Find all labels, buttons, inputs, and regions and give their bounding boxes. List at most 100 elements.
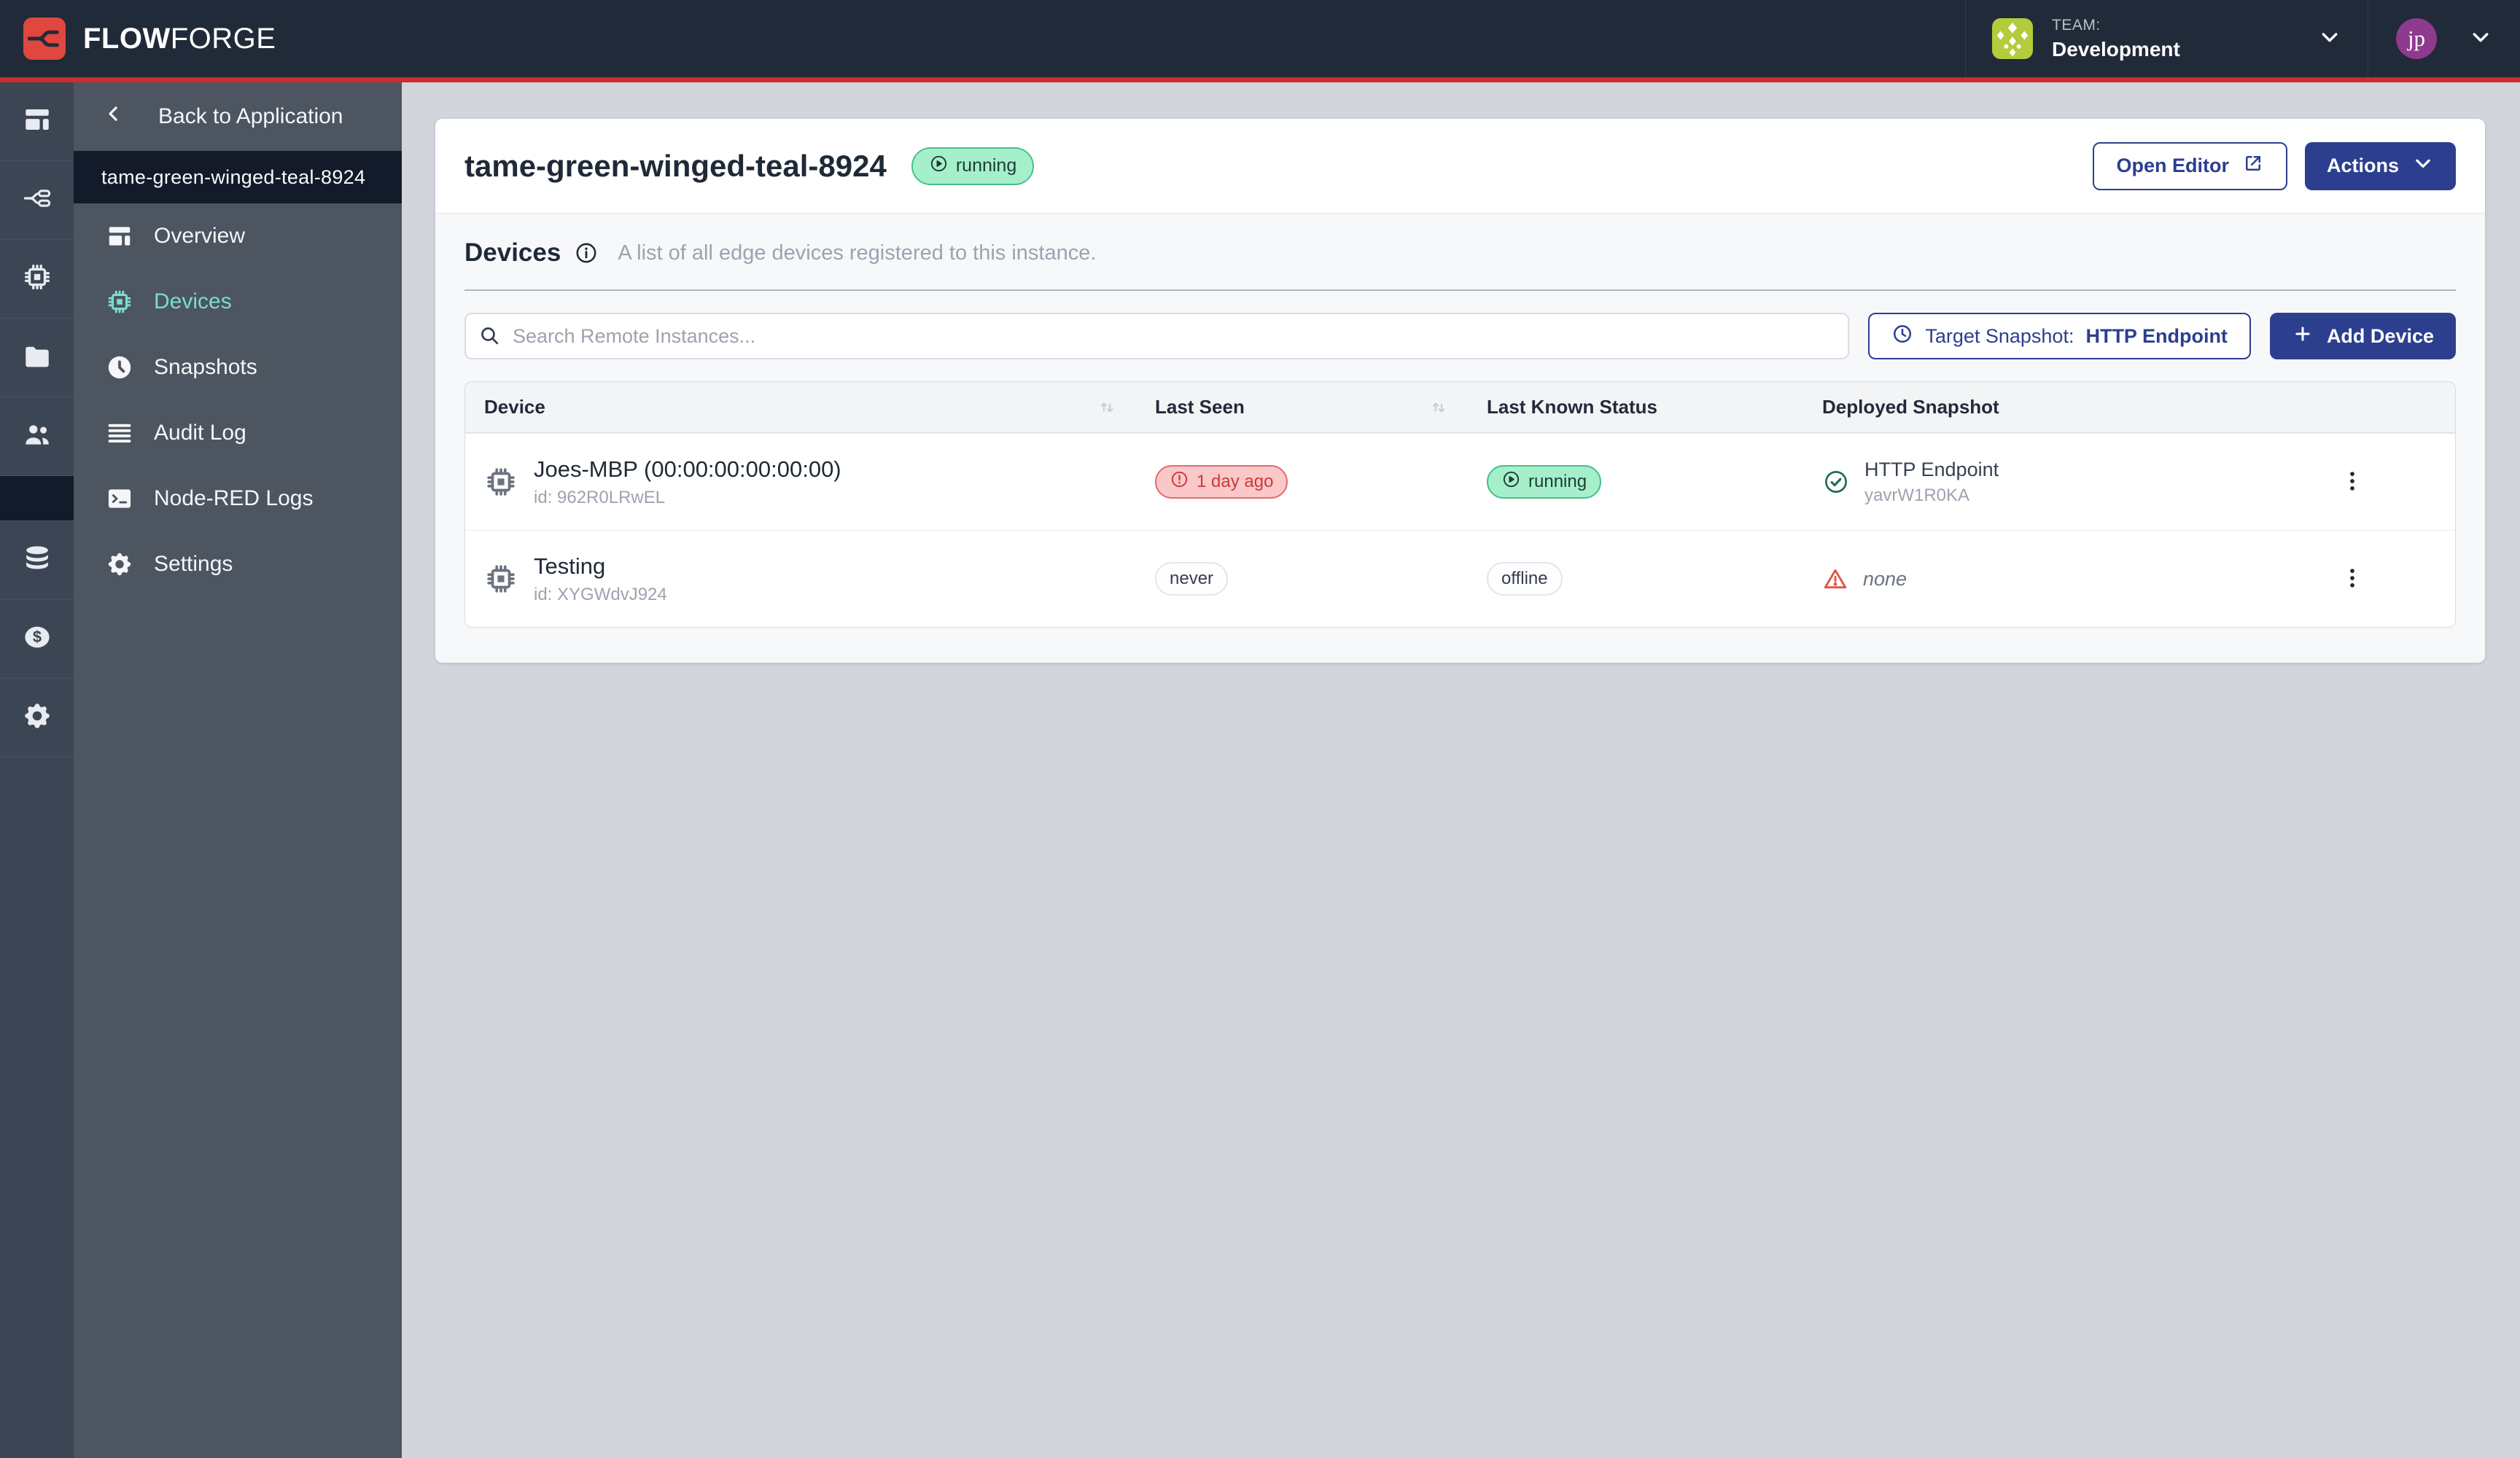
table-row[interactable]: Testing id: XYGWdvJ924 never (465, 530, 2455, 627)
users-icon (22, 419, 52, 453)
row-menu-button[interactable] (2335, 464, 2370, 501)
team-avatar (1992, 18, 2033, 59)
user-menu[interactable]: jp (2368, 0, 2520, 77)
table-header: Device Last Seen (465, 382, 2455, 433)
play-circle-icon (929, 154, 949, 179)
snapshot-meta: HTTP Endpoint yavrW1R0KA (1864, 459, 1999, 506)
chevron-down-icon (2318, 26, 2341, 52)
svg-text:$: $ (32, 628, 41, 646)
page-title: tame-green-winged-teal-8924 (464, 148, 887, 183)
main-nav-library[interactable] (0, 319, 74, 397)
search-icon (478, 324, 502, 348)
row-menu-button[interactable] (2335, 561, 2370, 598)
sidebar-active-indicator (0, 476, 74, 521)
info-icon[interactable] (574, 241, 599, 265)
folder-icon (22, 340, 52, 375)
sidebar-item-node-red-logs[interactable]: Node-RED Logs (74, 466, 402, 531)
sidebar-item-devices[interactable]: Devices (74, 269, 402, 335)
last-seen-badge: never (1155, 562, 1229, 596)
chevron-down-icon (2469, 26, 2492, 52)
chip-icon (106, 288, 133, 316)
team-label: TEAM: (2052, 16, 2101, 34)
avatar: jp (2396, 18, 2437, 59)
instance-card: tame-green-winged-teal-8924 running Open… (435, 119, 2485, 663)
chip-icon (484, 465, 518, 499)
target-snapshot-button[interactable]: Target Snapshot: HTTP Endpoint (1868, 313, 2251, 359)
snapshot-id: yavrW1R0KA (1864, 485, 1970, 505)
list-icon (106, 419, 133, 447)
top-nav: FLOWFORGE (0, 0, 2520, 77)
actions-button[interactable]: Actions (2304, 141, 2456, 190)
main-nav-team-settings[interactable] (0, 679, 74, 757)
alert-circle-icon (1170, 469, 1189, 494)
team-selector[interactable]: TEAM: Development (1965, 0, 2368, 77)
back-label: Back to Application (158, 104, 343, 128)
section-description: A list of all edge devices registered to… (618, 241, 1097, 265)
external-link-icon (2242, 152, 2264, 179)
sidebar-item-snapshots[interactable]: Snapshots (74, 335, 402, 400)
brand-accent-bar (0, 77, 2520, 82)
chip-icon (22, 262, 52, 296)
main-nav-instances[interactable] (0, 161, 74, 240)
chip-icon (484, 562, 518, 596)
main-nav-members[interactable] (0, 397, 74, 476)
sidebar-item-label: Settings (154, 552, 233, 576)
team-labels: TEAM: Development (2052, 17, 2180, 61)
terminal-icon (106, 485, 133, 512)
dots-vertical-icon (2339, 565, 2365, 593)
search-box (464, 313, 1850, 359)
clock-icon (106, 354, 133, 381)
device-name: Testing (534, 553, 606, 579)
device-name: Joes-MBP (00:00:00:00:00:00) (534, 456, 841, 482)
device-meta: Testing id: XYGWdvJ924 (534, 553, 667, 605)
device-id: id: XYGWdvJ924 (534, 584, 667, 604)
team-name: Development (2052, 37, 2180, 61)
search-input[interactable] (464, 313, 1850, 359)
sidebar-item-label: Devices (154, 289, 232, 313)
chevron-left-icon (103, 103, 125, 130)
back-to-application[interactable]: Back to Application (74, 82, 402, 151)
snapshot-name: HTTP Endpoint (1864, 458, 1999, 480)
main-nav-broker[interactable] (0, 521, 74, 600)
flowforge-logo-icon[interactable] (23, 17, 66, 60)
sidebar-item-audit-log[interactable]: Audit Log (74, 400, 402, 466)
snapshot-name: none (1863, 567, 1908, 590)
status-badge: offline (1487, 562, 1563, 596)
brand-name: FLOWFORGE (83, 22, 276, 55)
column-header-device[interactable]: Device (465, 396, 1136, 418)
main-nav-devices[interactable] (0, 240, 74, 319)
database-icon (22, 543, 52, 577)
pipeline-icon (22, 183, 52, 217)
open-editor-button[interactable]: Open Editor (2093, 141, 2287, 190)
nav-right: TEAM: Development jp (1965, 0, 2520, 77)
cog-icon (22, 701, 52, 735)
sidebar-item-label: Overview (154, 224, 246, 248)
devices-section: Devices A list of all edge devices regis… (435, 214, 2485, 663)
sidebar-item-label: Node-RED Logs (154, 486, 314, 510)
plus-icon (2292, 323, 2314, 350)
sort-icon (1097, 397, 1117, 418)
table-row[interactable]: Joes-MBP (00:00:00:00:00:00) id: 962R0LR… (465, 433, 2455, 530)
currency-dollar-icon: $ (22, 622, 52, 656)
main-content: tame-green-winged-teal-8924 running Open… (402, 82, 2520, 1458)
add-device-button[interactable]: Add Device (2269, 313, 2456, 359)
instance-header: tame-green-winged-teal-8924 running Open… (435, 119, 2485, 214)
check-circle-icon (1822, 468, 1850, 496)
main-sidebar: $ (0, 82, 74, 1458)
sidebar-item-overview[interactable]: Overview (74, 203, 402, 269)
dots-vertical-icon (2339, 468, 2365, 496)
main-nav-billing[interactable]: $ (0, 600, 74, 679)
device-id: id: 962R0LRwEL (534, 487, 666, 507)
clock-icon (1891, 323, 1913, 350)
devices-table: Device Last Seen (464, 381, 2456, 628)
status-badge: running (1487, 465, 1602, 499)
section-divider (464, 289, 2456, 291)
template-icon (106, 222, 133, 250)
template-icon (22, 104, 52, 139)
main-nav-applications[interactable] (0, 82, 74, 161)
column-header-last-seen[interactable]: Last Seen (1136, 396, 1468, 418)
brand: FLOWFORGE (0, 0, 276, 77)
sidebar-item-settings[interactable]: Settings (74, 531, 402, 597)
play-circle-icon (1501, 469, 1521, 494)
